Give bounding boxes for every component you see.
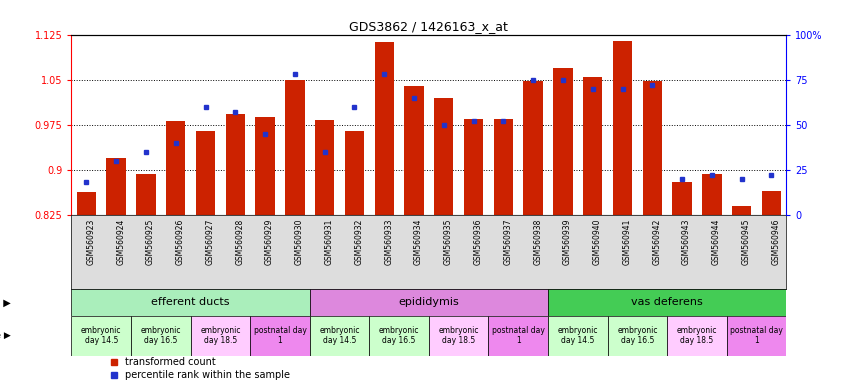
Text: GSM560936: GSM560936 [473,218,483,265]
Bar [494,119,513,215]
Bar [309,289,548,316]
Text: vas deferens: vas deferens [632,297,703,307]
Bar [369,316,429,356]
Text: embryonic
day 18.5: embryonic day 18.5 [677,326,717,346]
Text: GSM560942: GSM560942 [653,218,661,265]
Text: embryonic
day 16.5: embryonic day 16.5 [617,326,658,346]
Text: epididymis: epididymis [399,297,459,307]
Bar [131,316,191,356]
Bar [71,289,309,316]
Text: GSM560933: GSM560933 [384,218,394,265]
Text: postnatal day
1: postnatal day 1 [492,326,545,346]
Text: GSM560929: GSM560929 [265,218,274,265]
Bar [136,174,156,215]
Text: embryonic
day 18.5: embryonic day 18.5 [200,326,241,346]
Text: GSM560939: GSM560939 [563,218,572,265]
Text: GSM560944: GSM560944 [711,218,721,265]
Text: embryonic
day 14.5: embryonic day 14.5 [558,326,598,346]
Text: embryonic
day 16.5: embryonic day 16.5 [140,326,181,346]
Text: GSM560927: GSM560927 [205,218,214,265]
Bar [256,117,275,215]
Bar [607,316,667,356]
Text: GSM560925: GSM560925 [146,218,155,265]
Text: embryonic
day 18.5: embryonic day 18.5 [438,326,479,346]
Bar [553,68,573,215]
Text: GSM560943: GSM560943 [682,218,691,265]
Text: GSM560945: GSM560945 [742,218,751,265]
Bar [71,316,131,356]
Bar [464,119,484,215]
Bar [548,316,607,356]
Bar [309,316,369,356]
Bar [727,316,786,356]
Bar [548,289,786,316]
Text: tissue ▶: tissue ▶ [0,297,11,307]
Bar [523,81,542,215]
Text: GSM560924: GSM560924 [116,218,125,265]
Bar [643,81,662,215]
Bar [583,76,602,215]
Text: GSM560932: GSM560932 [354,218,363,265]
Text: GSM560940: GSM560940 [593,218,601,265]
Text: GSM560946: GSM560946 [771,218,780,265]
Text: GSM560941: GSM560941 [622,218,632,265]
Text: embryonic
day 14.5: embryonic day 14.5 [81,326,121,346]
Text: postnatal day
1: postnatal day 1 [730,326,783,346]
Title: GDS3862 / 1426163_x_at: GDS3862 / 1426163_x_at [350,20,508,33]
Text: transformed count: transformed count [125,357,216,367]
Bar [762,191,781,215]
Bar [285,79,304,215]
Bar [405,86,424,215]
Text: embryonic
day 16.5: embryonic day 16.5 [379,326,420,346]
Bar [489,316,548,356]
Bar [613,41,632,215]
Text: GSM560937: GSM560937 [504,218,512,265]
Bar [251,316,309,356]
Text: embryonic
day 14.5: embryonic day 14.5 [320,326,360,346]
Bar [225,114,245,215]
Bar [77,192,96,215]
Text: GSM560938: GSM560938 [533,218,542,265]
Bar [191,316,251,356]
Bar [702,174,722,215]
Bar [434,98,453,215]
Bar [667,316,727,356]
Text: percentile rank within the sample: percentile rank within the sample [125,370,290,380]
Text: efferent ducts: efferent ducts [151,297,230,307]
Text: GSM560934: GSM560934 [414,218,423,265]
Text: development stage ▶: development stage ▶ [0,331,11,340]
Bar [374,42,394,215]
Bar [107,158,126,215]
Bar [166,121,185,215]
Text: postnatal day
1: postnatal day 1 [253,326,306,346]
Text: GSM560923: GSM560923 [87,218,95,265]
Bar [345,131,364,215]
Bar [732,206,751,215]
Text: GSM560935: GSM560935 [444,218,452,265]
Text: GSM560928: GSM560928 [235,218,244,265]
Bar [315,121,335,215]
Bar [673,182,692,215]
Bar [429,316,489,356]
Bar [196,131,215,215]
Text: GSM560931: GSM560931 [325,218,334,265]
Text: GSM560926: GSM560926 [176,218,185,265]
Text: GSM560930: GSM560930 [295,218,304,265]
